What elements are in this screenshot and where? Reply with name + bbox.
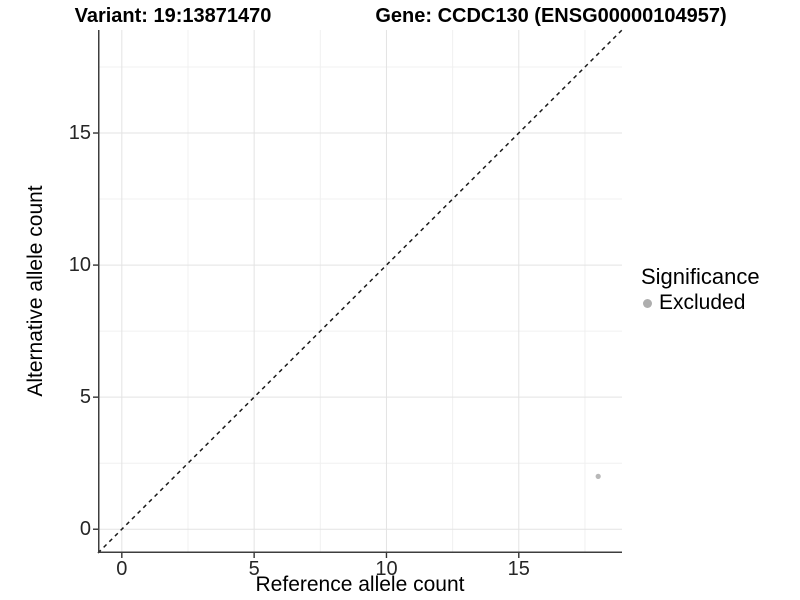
identity-line (97, 29, 623, 554)
data-points (595, 473, 601, 479)
gridlines-minor (98, 30, 622, 553)
data-point (595, 473, 601, 479)
plot-title-variant: Variant: 19:13871470 (74, 5, 272, 27)
x-axis-title: Reference allele count (255, 573, 465, 596)
gridlines-major (98, 30, 622, 553)
x-tick-label: 0 (116, 558, 128, 580)
y-tick-label: 5 (79, 386, 91, 409)
x-tick-label: 5 (248, 558, 260, 580)
legend: Significance Excluded (641, 264, 760, 315)
y-axis-title: Alternative allele count (24, 185, 47, 397)
identity-dashed-line (97, 29, 623, 554)
y-tick-label: 0 (79, 518, 91, 541)
legend-title: Significance (641, 264, 760, 289)
plot-title-gene: Gene: CCDC130 (ENSG00000104957) (375, 5, 727, 27)
y-tick-label: 15 (68, 122, 91, 144)
axis-tick-marks (93, 132, 520, 558)
axis-lines (98, 30, 622, 553)
x-tick-label: 10 (375, 558, 398, 580)
y-tick-label: 10 (68, 254, 91, 277)
x-tick-label: 15 (507, 558, 530, 580)
legend-key-dot (642, 298, 652, 308)
legend-item-excluded: Excluded (641, 291, 760, 315)
legend-item-label: Excluded (659, 291, 746, 314)
plot-panel (93, 29, 623, 558)
legend-key (636, 292, 658, 314)
